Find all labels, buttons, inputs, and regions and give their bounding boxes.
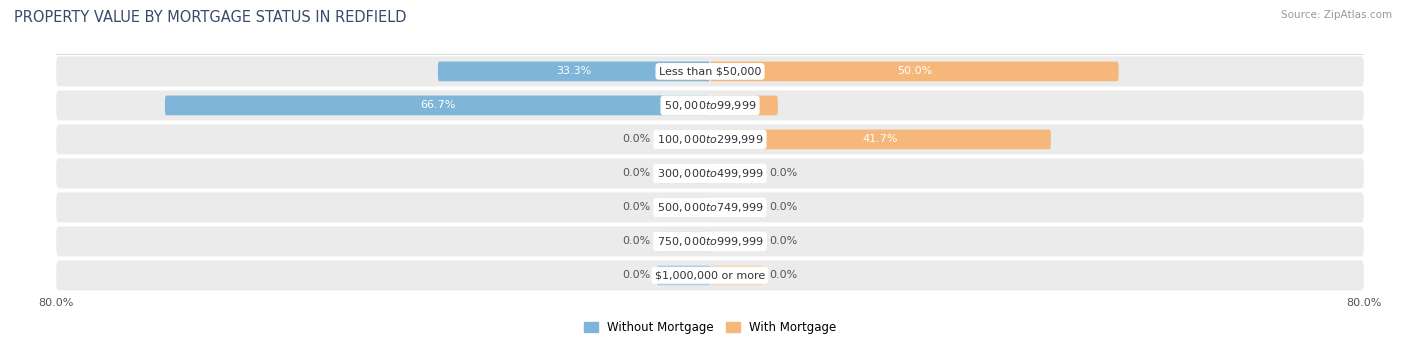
FancyBboxPatch shape <box>710 96 778 115</box>
FancyBboxPatch shape <box>56 124 1364 154</box>
FancyBboxPatch shape <box>710 266 763 285</box>
Text: Source: ZipAtlas.com: Source: ZipAtlas.com <box>1281 10 1392 20</box>
FancyBboxPatch shape <box>56 90 1364 120</box>
Text: 0.0%: 0.0% <box>769 168 799 179</box>
Text: 0.0%: 0.0% <box>621 202 651 212</box>
FancyBboxPatch shape <box>165 96 710 115</box>
Text: 0.0%: 0.0% <box>769 202 799 212</box>
FancyBboxPatch shape <box>56 158 1364 188</box>
Text: 8.3%: 8.3% <box>730 100 758 110</box>
Text: $50,000 to $99,999: $50,000 to $99,999 <box>664 99 756 112</box>
FancyBboxPatch shape <box>56 260 1364 290</box>
Text: 50.0%: 50.0% <box>897 66 932 76</box>
Text: 0.0%: 0.0% <box>769 236 799 246</box>
Text: $1,000,000 or more: $1,000,000 or more <box>655 270 765 280</box>
Text: 0.0%: 0.0% <box>621 134 651 144</box>
Text: 0.0%: 0.0% <box>769 270 799 280</box>
FancyBboxPatch shape <box>710 232 763 251</box>
Text: $750,000 to $999,999: $750,000 to $999,999 <box>657 235 763 248</box>
Text: 0.0%: 0.0% <box>621 236 651 246</box>
Text: $100,000 to $299,999: $100,000 to $299,999 <box>657 133 763 146</box>
FancyBboxPatch shape <box>710 164 763 183</box>
Text: 66.7%: 66.7% <box>420 100 456 110</box>
Text: Less than $50,000: Less than $50,000 <box>659 66 761 76</box>
FancyBboxPatch shape <box>710 198 763 217</box>
FancyBboxPatch shape <box>710 130 1050 149</box>
FancyBboxPatch shape <box>56 56 1364 86</box>
Text: 41.7%: 41.7% <box>863 134 898 144</box>
Text: 0.0%: 0.0% <box>621 168 651 179</box>
Text: $500,000 to $749,999: $500,000 to $749,999 <box>657 201 763 214</box>
Text: 33.3%: 33.3% <box>557 66 592 76</box>
FancyBboxPatch shape <box>56 192 1364 222</box>
FancyBboxPatch shape <box>657 164 710 183</box>
FancyBboxPatch shape <box>657 130 710 149</box>
Text: 0.0%: 0.0% <box>621 270 651 280</box>
Legend: Without Mortgage, With Mortgage: Without Mortgage, With Mortgage <box>579 317 841 339</box>
FancyBboxPatch shape <box>710 62 1119 81</box>
FancyBboxPatch shape <box>657 266 710 285</box>
Text: $300,000 to $499,999: $300,000 to $499,999 <box>657 167 763 180</box>
FancyBboxPatch shape <box>657 198 710 217</box>
FancyBboxPatch shape <box>657 232 710 251</box>
FancyBboxPatch shape <box>437 62 710 81</box>
FancyBboxPatch shape <box>56 226 1364 256</box>
Text: PROPERTY VALUE BY MORTGAGE STATUS IN REDFIELD: PROPERTY VALUE BY MORTGAGE STATUS IN RED… <box>14 10 406 25</box>
